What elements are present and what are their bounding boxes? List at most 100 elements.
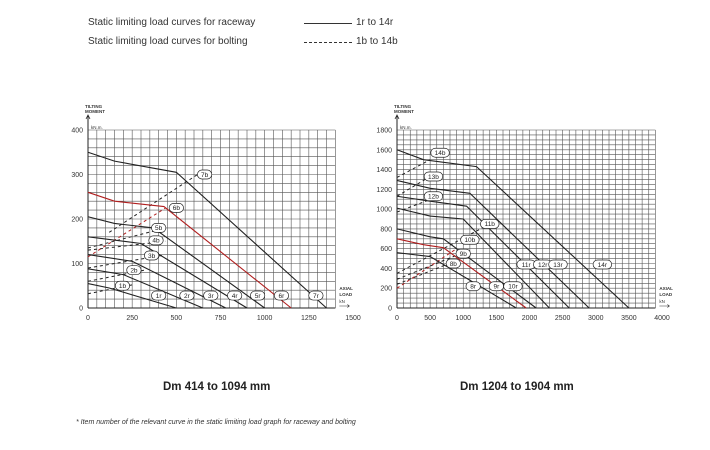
y-tick-label: 1000 <box>376 207 392 214</box>
bolting-curve-label-4b: 4b <box>152 238 160 245</box>
raceway-curve-label-12r: 12r <box>538 262 548 269</box>
x-tick-label: 750 <box>215 315 227 322</box>
raceway-curve-label-14r-badge <box>592 259 613 270</box>
raceway-curve-label-7r-badge <box>308 290 324 301</box>
legend-bolting-label: Static limiting load curves for bolting <box>88 36 248 47</box>
raceway-curve-label-4r: 4r <box>232 293 239 300</box>
bolting-curve-label-12b: 12b <box>428 194 439 201</box>
raceway-curve-label-2r: 2r <box>184 293 191 300</box>
bolting-curve-label-13b: 13b <box>428 174 439 181</box>
raceway-curve-label-10r-badge <box>503 281 523 292</box>
x-tick-label: 3000 <box>588 315 604 322</box>
raceway-curve-3r <box>87 254 227 309</box>
bolting-curve-label-3b: 3b <box>148 253 156 260</box>
raceway-curve-14r <box>396 149 630 309</box>
x-tick-label: 1500 <box>345 315 361 322</box>
raceway-curve-label-1r: 1r <box>156 293 163 300</box>
y-axis-unit: kN.m. <box>400 125 412 130</box>
bolting-curve-label-5b-badge <box>151 223 167 233</box>
raceway-curve-7r <box>87 151 327 309</box>
x-tick-label: 0 <box>395 315 399 322</box>
raceway-curve-2r <box>87 268 204 309</box>
x-tick-label: 2000 <box>522 315 538 322</box>
y-tick-label: 200 <box>71 217 83 224</box>
raceway-curve-4r <box>87 236 248 309</box>
bolting-curve-label-7b-badge <box>197 169 213 180</box>
bolting-curve-14b <box>396 159 431 178</box>
bolting-curve-label-2b-badge <box>126 265 142 276</box>
raceway-curve-label-8r-badge <box>465 281 481 292</box>
y-tick-label: 1400 <box>376 167 392 174</box>
x-axis-arrow-icon <box>339 304 350 308</box>
bolting-curve-label-5b: 5b <box>155 225 163 232</box>
raceway-curve-12r <box>396 195 570 309</box>
raceway-curve-label-13r-badge <box>548 259 568 270</box>
footnote: * Item number of the relevant curve in t… <box>76 419 356 426</box>
y-tick-label: 400 <box>71 128 83 135</box>
y-tick-label: 100 <box>71 261 83 268</box>
x-tick-label: 250 <box>126 315 138 322</box>
bolting-curve-label-1b-badge <box>114 280 130 291</box>
bolting-curve-label-12b-badge <box>423 191 444 202</box>
raceway-curve-label-6r: 6r <box>279 293 286 300</box>
x-axis-unit: kN <box>339 299 345 304</box>
bolting-curve-label-1b: 1b <box>119 283 127 290</box>
y-tick-label: 0 <box>388 306 392 313</box>
y-tick-label: 400 <box>380 266 392 273</box>
bolting-curve-label-14b: 14b <box>435 150 446 157</box>
x-tick-label: 4000 <box>654 315 670 322</box>
y-tick-label: 200 <box>380 286 392 293</box>
x-axis-label-top: AXIAL <box>339 286 353 291</box>
x-axis-label-bottom: LOAD <box>339 292 352 297</box>
x-axis-arrow-icon <box>659 304 670 308</box>
bolting-curve-4b <box>87 240 166 251</box>
y-tick-label: 600 <box>380 246 392 253</box>
y-tick-label: 1200 <box>376 187 392 194</box>
bolting-curve-label-9b-badge <box>455 248 471 259</box>
bolting-curve-label-8b-badge <box>445 258 461 269</box>
raceway-curve-label-3r: 3r <box>208 293 215 300</box>
y-tick-label: 300 <box>71 172 83 179</box>
x-tick-label: 500 <box>170 315 182 322</box>
y-axis-arrow-icon <box>394 114 400 120</box>
raceway-curve-label-7r: 7r <box>313 293 320 300</box>
raceway-curve-label-6r-badge <box>273 290 289 301</box>
chart-title-left: Dm 414 to 1094 mm <box>163 381 271 393</box>
y-axis-label-top: TILTING <box>85 104 103 109</box>
legend-raceway-range: 1r to 14r <box>356 17 394 28</box>
x-axis-unit: kN <box>659 299 665 304</box>
x-tick-label: 1000 <box>455 315 471 322</box>
raceway-curve-label-1r-badge <box>151 290 167 301</box>
x-axis-label-top: AXIAL <box>659 286 673 291</box>
x-tick-label: 1250 <box>301 315 317 322</box>
bolting-curve-label-13b-badge <box>423 171 444 182</box>
raceway-curve-label-14r: 14r <box>598 262 608 269</box>
y-axis-label-bottom: MOMENT <box>85 109 105 114</box>
legend-bolting-range: 1b to 14b <box>356 36 398 47</box>
raceway-curve-1r <box>87 282 177 309</box>
raceway-curve-13r <box>396 179 590 309</box>
y-axis-unit: kN.m. <box>91 125 103 130</box>
raceway-curve-label-3r-badge <box>203 290 219 301</box>
bolting-curve-label-10b: 10b <box>464 237 475 244</box>
y-tick-label: 0 <box>79 306 83 313</box>
bolting-curve-label-3b-badge <box>144 250 160 261</box>
raceway-curve-label-2r-badge <box>179 290 195 301</box>
raceway-curve-11r <box>396 207 550 309</box>
bolting-curve-label-6b-badge <box>168 203 184 213</box>
bolting-curve-label-14b-badge <box>430 147 450 158</box>
y-tick-label: 800 <box>380 226 392 233</box>
x-tick-label: 1000 <box>257 315 273 322</box>
x-tick-label: 500 <box>424 315 436 322</box>
bolting-curve-8b <box>396 260 457 285</box>
raceway-curve-6r <box>87 191 292 309</box>
raceway-curve-8r <box>396 252 517 309</box>
y-axis-label-top: TILTING <box>394 104 412 109</box>
raceway-curve-label-4r-badge <box>227 290 243 301</box>
legend-solid-line-sample <box>304 23 352 24</box>
y-tick-label: 1800 <box>376 128 392 135</box>
raceway-curve-10r <box>396 238 527 309</box>
legend-raceway-label: Static limiting load curves for raceway <box>88 17 256 28</box>
raceway-curve-label-9r: 9r <box>493 284 500 291</box>
